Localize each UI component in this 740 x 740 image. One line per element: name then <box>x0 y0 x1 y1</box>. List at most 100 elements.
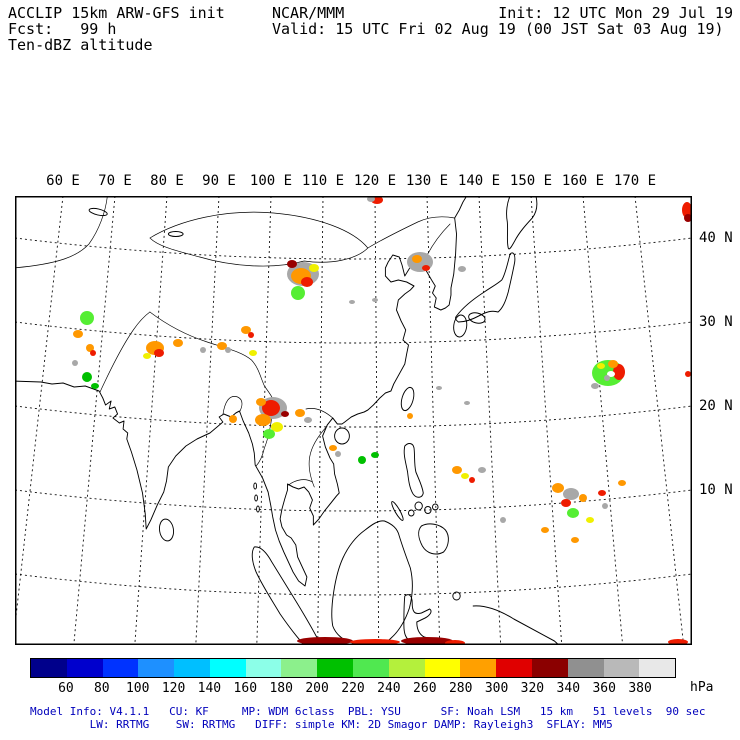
coast-mainland-asia <box>15 196 468 587</box>
island-visayas <box>414 501 423 511</box>
colorbar-cell-2 <box>102 659 139 677</box>
colorbar-cell-17 <box>639 659 676 677</box>
echo-region-red <box>262 400 280 416</box>
init-time-label: Init: 12 UTC Mon 29 Jul 19 <box>498 4 733 22</box>
latitude-gridline <box>15 237 692 260</box>
colorbar-cell-7 <box>281 659 318 677</box>
echo-region-gray <box>563 488 579 500</box>
border-mongolia <box>149 211 369 267</box>
border-thailand-cambodia <box>288 479 313 486</box>
border-burma <box>255 385 274 467</box>
longitude-gridline <box>634 196 685 645</box>
island-visayas <box>432 503 439 511</box>
echo-region-orange <box>412 255 422 263</box>
echo-region-orange <box>217 342 227 350</box>
lon-label: 80 E <box>150 173 184 189</box>
border-laos-vietnam <box>308 425 328 488</box>
latitude-gridline <box>15 489 692 512</box>
colorbar-cell-15 <box>567 659 604 677</box>
echo-region-yellow <box>143 353 151 359</box>
longitude-axis: 60 E 70 E 80 E 90 E 100 E 110 E 120 E 130 E 140 … <box>15 173 692 191</box>
lon-label: 130 E <box>405 173 449 189</box>
model-title: ACCLIP 15km ARW-GFS init <box>8 4 225 22</box>
cbar-tick-label: 380 <box>628 681 652 696</box>
island-visayas <box>424 506 432 514</box>
colorbar-unit-label: hPa <box>690 680 714 695</box>
island-hokkaido <box>506 196 538 250</box>
colorbar-cell-1 <box>66 659 103 677</box>
echo-region-red <box>613 364 625 380</box>
longitude-gridline <box>134 196 168 645</box>
colorbar-cell-5 <box>209 659 246 677</box>
echo-region-gray <box>200 347 206 353</box>
island-mindanao <box>418 523 449 555</box>
cbar-tick-label: 200 <box>305 681 329 696</box>
colorbar <box>30 658 676 678</box>
cbar-tick-label: 100 <box>125 681 150 696</box>
latitude-gridline <box>15 321 692 344</box>
island-sulawesi <box>403 594 433 644</box>
echo-region-yellow <box>461 473 469 479</box>
graticule <box>15 196 692 645</box>
echo-region-gray <box>591 383 599 389</box>
island-sumatra <box>251 546 320 645</box>
echo-region-green <box>371 452 379 458</box>
colorbar-cell-10 <box>388 659 425 677</box>
island-andaman <box>254 494 258 502</box>
echo-region-gray <box>458 266 466 272</box>
forecast-hour-label: Fcst: 99 h <box>8 20 117 38</box>
cbar-tick-label: 360 <box>592 681 616 696</box>
echo-region-darkred <box>684 214 692 222</box>
echo-region-orange <box>552 483 564 493</box>
model-info-line2: LW: RRTMG SW: RRTMG DIFF: simple KM: 2D … <box>30 718 613 731</box>
latitude-axis: 40 N 30 N 20 N 10 N <box>699 196 739 645</box>
echo-region-brightgreen <box>80 311 94 325</box>
echo-region-orange <box>86 344 94 352</box>
echo-region-brightgreen <box>263 429 275 439</box>
echo-region-gray <box>478 467 486 473</box>
echo-region-red <box>469 477 475 483</box>
echo-region-red <box>561 499 571 507</box>
lon-label: 120 E <box>353 173 397 189</box>
latitude-gridline <box>15 405 692 428</box>
lon-label: 90 E <box>202 173 236 189</box>
echo-region-orange <box>295 409 305 417</box>
echo-region-yellow <box>271 422 283 432</box>
cbar-tick-label: 320 <box>520 681 545 696</box>
island-luzon <box>403 443 424 498</box>
colorbar-cell-14 <box>531 659 568 677</box>
echo-region-darkred <box>287 260 297 268</box>
colorbar-cell-6 <box>245 659 282 677</box>
echo-region-orange <box>73 330 83 338</box>
echo-region-yellow <box>309 264 319 272</box>
echo-region-red <box>154 349 164 357</box>
echo-region-red <box>682 202 692 218</box>
lon-label: 110 E <box>301 173 345 189</box>
lake-issyk-kul <box>167 231 184 237</box>
coast-new-guinea <box>472 605 560 645</box>
longitude-gridline <box>73 196 116 645</box>
echo-region-orange <box>541 527 549 533</box>
longitude-gridline <box>478 196 502 645</box>
cbar-tick-label: 120 <box>161 681 186 696</box>
echo-region-red <box>422 265 430 271</box>
org-label: NCAR/MMM <box>272 4 345 22</box>
geography <box>15 196 560 645</box>
longitude-gridline <box>374 196 380 645</box>
echo-region-yellow <box>597 363 605 369</box>
echo-region-darkred <box>281 411 289 417</box>
lon-label: 150 E <box>509 173 553 189</box>
island-andaman <box>253 482 258 490</box>
echo-region-orange <box>452 466 462 474</box>
radar-echo-regions <box>72 196 692 645</box>
echo-region-gray <box>500 517 506 523</box>
echo-region-green <box>91 383 99 389</box>
echo-region-darkred <box>401 637 453 645</box>
echo-region-orange <box>579 494 587 502</box>
echo-region-gray <box>436 386 442 390</box>
island-borneo <box>331 520 413 645</box>
island-taiwan <box>400 386 415 412</box>
echo-region-red <box>248 332 254 338</box>
cbar-tick-label: 220 <box>341 681 365 696</box>
